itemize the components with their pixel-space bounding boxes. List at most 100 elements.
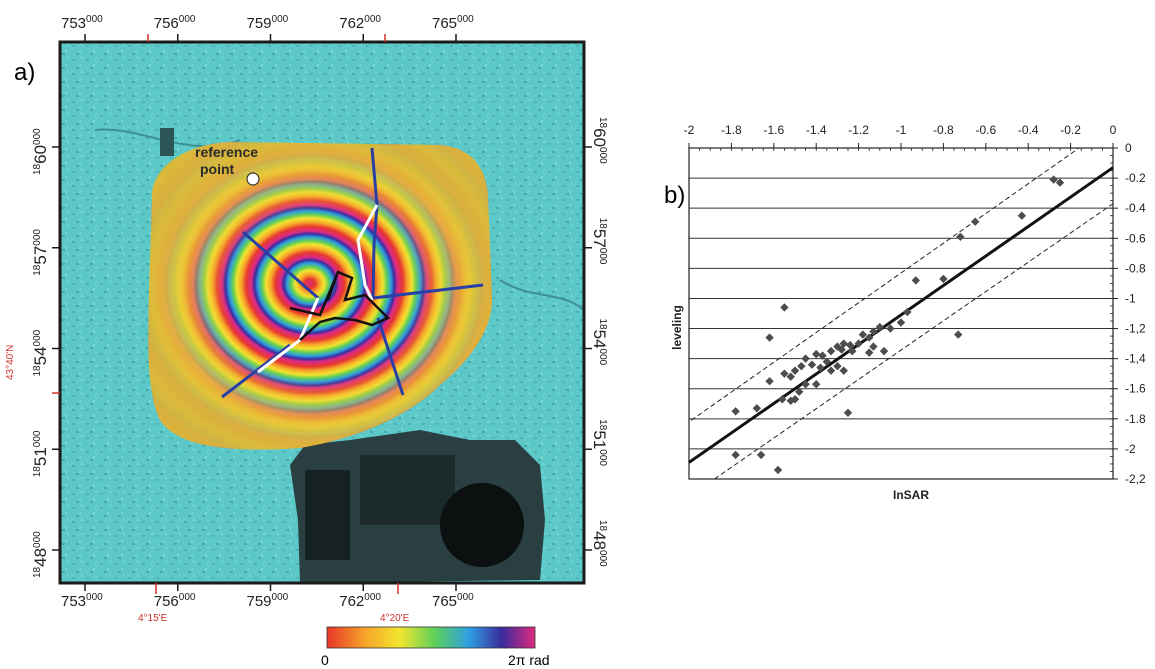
- map-frame: [58, 40, 586, 585]
- panel-a-label: a): [14, 59, 35, 86]
- data-point: [756, 450, 766, 460]
- tick-base: 51: [31, 447, 50, 466]
- fringe-outer-zone: [148, 142, 492, 450]
- data-point: [797, 361, 806, 371]
- map-top-tick-label: 762000: [339, 14, 381, 32]
- x-tick-label: -1.6: [763, 123, 784, 137]
- y-tick-label: -1.8: [1125, 412, 1146, 426]
- tick-base: 54: [31, 346, 50, 365]
- tick-prefix: 18: [597, 419, 608, 431]
- x-axis-label: InSAR: [893, 488, 929, 502]
- y-tick-label: -2,2: [1125, 472, 1146, 486]
- tick-exponent: 000: [364, 592, 381, 603]
- data-point: [865, 348, 874, 357]
- tick-base: 54: [590, 330, 609, 349]
- data-point: [875, 322, 884, 332]
- blue-profile-line: [221, 343, 291, 399]
- x-tick-label: -2: [684, 123, 695, 137]
- data-point: [896, 318, 906, 327]
- map-top-tick-label: 753000: [61, 14, 103, 32]
- tick-base: 51: [590, 430, 609, 449]
- data-point: [780, 303, 789, 312]
- industrial-block: [305, 470, 350, 560]
- blue-profile-line: [242, 230, 319, 300]
- data-point: [854, 339, 863, 348]
- data-point: [971, 217, 980, 226]
- tick-exponent: 000: [272, 592, 289, 603]
- tick-exponent: 000: [32, 128, 43, 145]
- data-point: [822, 357, 831, 366]
- y-tick-label: -0.8: [1125, 261, 1146, 275]
- tick-exponent: 000: [364, 14, 381, 25]
- geo-label-lon-west: 4°15'E: [138, 613, 168, 624]
- x-tick-label: 0: [1110, 123, 1117, 137]
- tick-exponent: 000: [86, 14, 103, 25]
- data-point: [795, 387, 804, 396]
- geo-label-lon-east: 4°20'E: [380, 613, 410, 624]
- tick-prefix: 18: [32, 264, 43, 276]
- tick-base: 762: [339, 593, 364, 610]
- x-tick-label: -1.4: [806, 123, 827, 137]
- y-tick-label: -2: [1125, 442, 1136, 456]
- map-left-tick-label: 1857000: [31, 229, 50, 276]
- tick-base: 48: [590, 531, 609, 550]
- y-tick-label: -1.6: [1125, 382, 1146, 396]
- map-right-tick-label: 1860000: [590, 117, 609, 164]
- data-point: [765, 377, 774, 386]
- tick-base: 753: [61, 593, 86, 610]
- tick-base: 756: [154, 593, 179, 610]
- data-point: [752, 404, 762, 413]
- confidence-bound-line: [714, 203, 1114, 480]
- map-top-tick-label: 756000: [154, 14, 196, 32]
- data-point: [778, 395, 787, 404]
- tick-exponent: 000: [179, 592, 196, 603]
- y-axis-label: leveling: [670, 305, 684, 350]
- tick-base: 48: [31, 548, 50, 567]
- data-point: [865, 333, 874, 342]
- x-tick-label: -0.6: [975, 123, 996, 137]
- data-point: [818, 351, 827, 360]
- tick-exponent: 000: [597, 147, 608, 164]
- regression-line: [688, 166, 1114, 464]
- data-point: [956, 232, 965, 241]
- tick-exponent: 000: [32, 229, 43, 246]
- blue-profile-line: [372, 283, 484, 300]
- y-tick-label: -1: [1125, 291, 1136, 305]
- tick-prefix: 18: [32, 365, 43, 377]
- data-point: [837, 345, 846, 354]
- confidence-bound-line: [690, 147, 1080, 421]
- map-left-tick-label: 1860000: [31, 128, 50, 175]
- reference-point-marker: [246, 172, 260, 186]
- x-tick-label: -1.8: [721, 123, 742, 137]
- data-point: [786, 372, 795, 381]
- tick-base: 753: [61, 15, 86, 32]
- dark-building: [160, 128, 174, 156]
- x-tick-label: -0.4: [1018, 123, 1039, 137]
- geo-label-lat: 43°40'N: [5, 345, 16, 380]
- data-point: [1049, 175, 1058, 184]
- data-point: [954, 330, 963, 339]
- data-point: [886, 324, 895, 333]
- data-point: [816, 363, 825, 372]
- data-point: [790, 366, 800, 375]
- y-tick-label: -0.6: [1125, 231, 1146, 245]
- data-point: [1017, 211, 1027, 220]
- data-point: [839, 366, 848, 375]
- map-image: reference point: [60, 42, 584, 583]
- data-point: [843, 408, 853, 417]
- map-right-tick-label: 1848000: [590, 520, 609, 567]
- y-tick-label: 0: [1125, 141, 1132, 155]
- panel-b-label: b): [664, 182, 685, 209]
- tick-exponent: 000: [32, 329, 43, 346]
- tick-base: 765: [432, 15, 457, 32]
- data-point: [903, 307, 912, 317]
- map-bottom-tick-label: 756000: [154, 592, 196, 610]
- data-point: [786, 396, 795, 405]
- data-point: [879, 346, 889, 356]
- map-right-tick-label: 1854000: [590, 319, 609, 366]
- tick-exponent: 000: [597, 349, 608, 366]
- tick-exponent: 000: [457, 14, 474, 25]
- industrial-block: [360, 455, 455, 525]
